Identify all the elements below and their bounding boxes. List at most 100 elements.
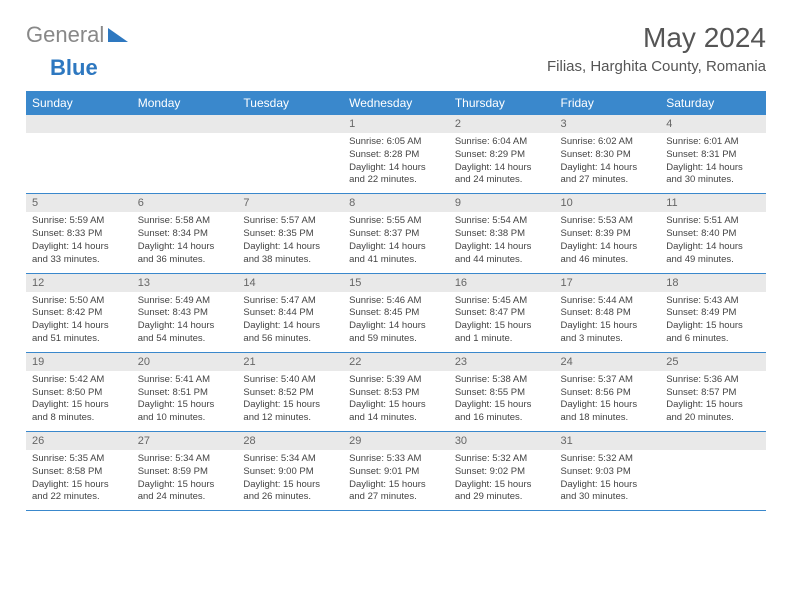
day-details: Sunrise: 5:34 AMSunset: 8:59 PMDaylight:… <box>132 450 238 510</box>
day-details: Sunrise: 6:04 AMSunset: 8:29 PMDaylight:… <box>449 133 555 193</box>
day-details: Sunrise: 5:42 AMSunset: 8:50 PMDaylight:… <box>26 371 132 431</box>
day-details: Sunrise: 5:57 AMSunset: 8:35 PMDaylight:… <box>237 212 343 272</box>
day-number: 22 <box>343 353 449 371</box>
calendar-cell <box>237 115 343 194</box>
day-details: Sunrise: 5:54 AMSunset: 8:38 PMDaylight:… <box>449 212 555 272</box>
brand-triangle-icon <box>108 28 128 42</box>
calendar-cell: 5Sunrise: 5:59 AMSunset: 8:33 PMDaylight… <box>26 194 132 273</box>
calendar-cell: 15Sunrise: 5:46 AMSunset: 8:45 PMDayligh… <box>343 273 449 352</box>
calendar-cell: 23Sunrise: 5:38 AMSunset: 8:55 PMDayligh… <box>449 352 555 431</box>
day-number: 19 <box>26 353 132 371</box>
day-number: 6 <box>132 194 238 212</box>
calendar-cell: 13Sunrise: 5:49 AMSunset: 8:43 PMDayligh… <box>132 273 238 352</box>
calendar-week-row: 12Sunrise: 5:50 AMSunset: 8:42 PMDayligh… <box>26 273 766 352</box>
day-details: Sunrise: 5:46 AMSunset: 8:45 PMDaylight:… <box>343 292 449 352</box>
day-number: 25 <box>660 353 766 371</box>
calendar-cell <box>660 432 766 511</box>
calendar-cell: 17Sunrise: 5:44 AMSunset: 8:48 PMDayligh… <box>555 273 661 352</box>
day-header: Friday <box>555 91 661 115</box>
day-number: 20 <box>132 353 238 371</box>
day-number: 31 <box>555 432 661 450</box>
calendar-cell: 12Sunrise: 5:50 AMSunset: 8:42 PMDayligh… <box>26 273 132 352</box>
day-number: 26 <box>26 432 132 450</box>
day-number: 2 <box>449 115 555 133</box>
day-details: Sunrise: 5:39 AMSunset: 8:53 PMDaylight:… <box>343 371 449 431</box>
day-number: 4 <box>660 115 766 133</box>
day-details: Sunrise: 5:51 AMSunset: 8:40 PMDaylight:… <box>660 212 766 272</box>
day-number: 12 <box>26 274 132 292</box>
calendar-week-row: 26Sunrise: 5:35 AMSunset: 8:58 PMDayligh… <box>26 432 766 511</box>
calendar-cell: 18Sunrise: 5:43 AMSunset: 8:49 PMDayligh… <box>660 273 766 352</box>
day-header: Tuesday <box>237 91 343 115</box>
day-number: 7 <box>237 194 343 212</box>
calendar-cell: 14Sunrise: 5:47 AMSunset: 8:44 PMDayligh… <box>237 273 343 352</box>
day-number: 5 <box>26 194 132 212</box>
day-details: Sunrise: 5:38 AMSunset: 8:55 PMDaylight:… <box>449 371 555 431</box>
day-details: Sunrise: 5:34 AMSunset: 9:00 PMDaylight:… <box>237 450 343 510</box>
calendar-cell: 3Sunrise: 6:02 AMSunset: 8:30 PMDaylight… <box>555 115 661 194</box>
day-header-row: SundayMondayTuesdayWednesdayThursdayFrid… <box>26 91 766 115</box>
calendar-cell <box>132 115 238 194</box>
calendar-cell: 31Sunrise: 5:32 AMSunset: 9:03 PMDayligh… <box>555 432 661 511</box>
calendar-cell: 19Sunrise: 5:42 AMSunset: 8:50 PMDayligh… <box>26 352 132 431</box>
brand-text-2: Blue <box>50 55 98 81</box>
month-title: May 2024 <box>547 22 766 54</box>
day-number: 9 <box>449 194 555 212</box>
day-details: Sunrise: 5:32 AMSunset: 9:02 PMDaylight:… <box>449 450 555 510</box>
calendar-cell: 21Sunrise: 5:40 AMSunset: 8:52 PMDayligh… <box>237 352 343 431</box>
day-number: 30 <box>449 432 555 450</box>
calendar-cell: 7Sunrise: 5:57 AMSunset: 8:35 PMDaylight… <box>237 194 343 273</box>
day-details: Sunrise: 5:45 AMSunset: 8:47 PMDaylight:… <box>449 292 555 352</box>
calendar-cell: 29Sunrise: 5:33 AMSunset: 9:01 PMDayligh… <box>343 432 449 511</box>
day-number: 1 <box>343 115 449 133</box>
day-number: 21 <box>237 353 343 371</box>
day-details: Sunrise: 5:35 AMSunset: 8:58 PMDaylight:… <box>26 450 132 510</box>
day-number: 15 <box>343 274 449 292</box>
calendar-cell: 1Sunrise: 6:05 AMSunset: 8:28 PMDaylight… <box>343 115 449 194</box>
calendar-cell: 4Sunrise: 6:01 AMSunset: 8:31 PMDaylight… <box>660 115 766 194</box>
day-number: 11 <box>660 194 766 212</box>
day-details: Sunrise: 5:49 AMSunset: 8:43 PMDaylight:… <box>132 292 238 352</box>
calendar-cell: 2Sunrise: 6:04 AMSunset: 8:29 PMDaylight… <box>449 115 555 194</box>
calendar-cell: 9Sunrise: 5:54 AMSunset: 8:38 PMDaylight… <box>449 194 555 273</box>
day-details: Sunrise: 5:36 AMSunset: 8:57 PMDaylight:… <box>660 371 766 431</box>
day-details: Sunrise: 5:32 AMSunset: 9:03 PMDaylight:… <box>555 450 661 510</box>
calendar-cell: 27Sunrise: 5:34 AMSunset: 8:59 PMDayligh… <box>132 432 238 511</box>
calendar-cell: 22Sunrise: 5:39 AMSunset: 8:53 PMDayligh… <box>343 352 449 431</box>
day-number: 17 <box>555 274 661 292</box>
day-header: Wednesday <box>343 91 449 115</box>
calendar-cell: 30Sunrise: 5:32 AMSunset: 9:02 PMDayligh… <box>449 432 555 511</box>
calendar-week-row: 19Sunrise: 5:42 AMSunset: 8:50 PMDayligh… <box>26 352 766 431</box>
day-number: 3 <box>555 115 661 133</box>
brand-logo: General <box>26 22 132 48</box>
day-details: Sunrise: 5:59 AMSunset: 8:33 PMDaylight:… <box>26 212 132 272</box>
day-details: Sunrise: 6:01 AMSunset: 8:31 PMDaylight:… <box>660 133 766 193</box>
day-details: Sunrise: 5:43 AMSunset: 8:49 PMDaylight:… <box>660 292 766 352</box>
calendar-cell: 26Sunrise: 5:35 AMSunset: 8:58 PMDayligh… <box>26 432 132 511</box>
calendar-cell: 10Sunrise: 5:53 AMSunset: 8:39 PMDayligh… <box>555 194 661 273</box>
day-header: Thursday <box>449 91 555 115</box>
day-number: 8 <box>343 194 449 212</box>
day-details: Sunrise: 5:44 AMSunset: 8:48 PMDaylight:… <box>555 292 661 352</box>
day-details: Sunrise: 5:33 AMSunset: 9:01 PMDaylight:… <box>343 450 449 510</box>
day-details: Sunrise: 5:50 AMSunset: 8:42 PMDaylight:… <box>26 292 132 352</box>
calendar-cell: 16Sunrise: 5:45 AMSunset: 8:47 PMDayligh… <box>449 273 555 352</box>
day-number: 10 <box>555 194 661 212</box>
day-number: 18 <box>660 274 766 292</box>
day-number: 28 <box>237 432 343 450</box>
calendar-cell: 25Sunrise: 5:36 AMSunset: 8:57 PMDayligh… <box>660 352 766 431</box>
day-number: 23 <box>449 353 555 371</box>
day-details: Sunrise: 6:05 AMSunset: 8:28 PMDaylight:… <box>343 133 449 193</box>
day-header: Saturday <box>660 91 766 115</box>
day-details: Sunrise: 5:53 AMSunset: 8:39 PMDaylight:… <box>555 212 661 272</box>
day-number: 27 <box>132 432 238 450</box>
calendar-cell: 11Sunrise: 5:51 AMSunset: 8:40 PMDayligh… <box>660 194 766 273</box>
calendar-cell: 8Sunrise: 5:55 AMSunset: 8:37 PMDaylight… <box>343 194 449 273</box>
calendar-week-row: 1Sunrise: 6:05 AMSunset: 8:28 PMDaylight… <box>26 115 766 194</box>
day-details: Sunrise: 5:58 AMSunset: 8:34 PMDaylight:… <box>132 212 238 272</box>
brand-text-1: General <box>26 22 104 48</box>
day-details: Sunrise: 5:41 AMSunset: 8:51 PMDaylight:… <box>132 371 238 431</box>
calendar-cell: 24Sunrise: 5:37 AMSunset: 8:56 PMDayligh… <box>555 352 661 431</box>
calendar-table: SundayMondayTuesdayWednesdayThursdayFrid… <box>26 91 766 511</box>
day-details: Sunrise: 5:37 AMSunset: 8:56 PMDaylight:… <box>555 371 661 431</box>
